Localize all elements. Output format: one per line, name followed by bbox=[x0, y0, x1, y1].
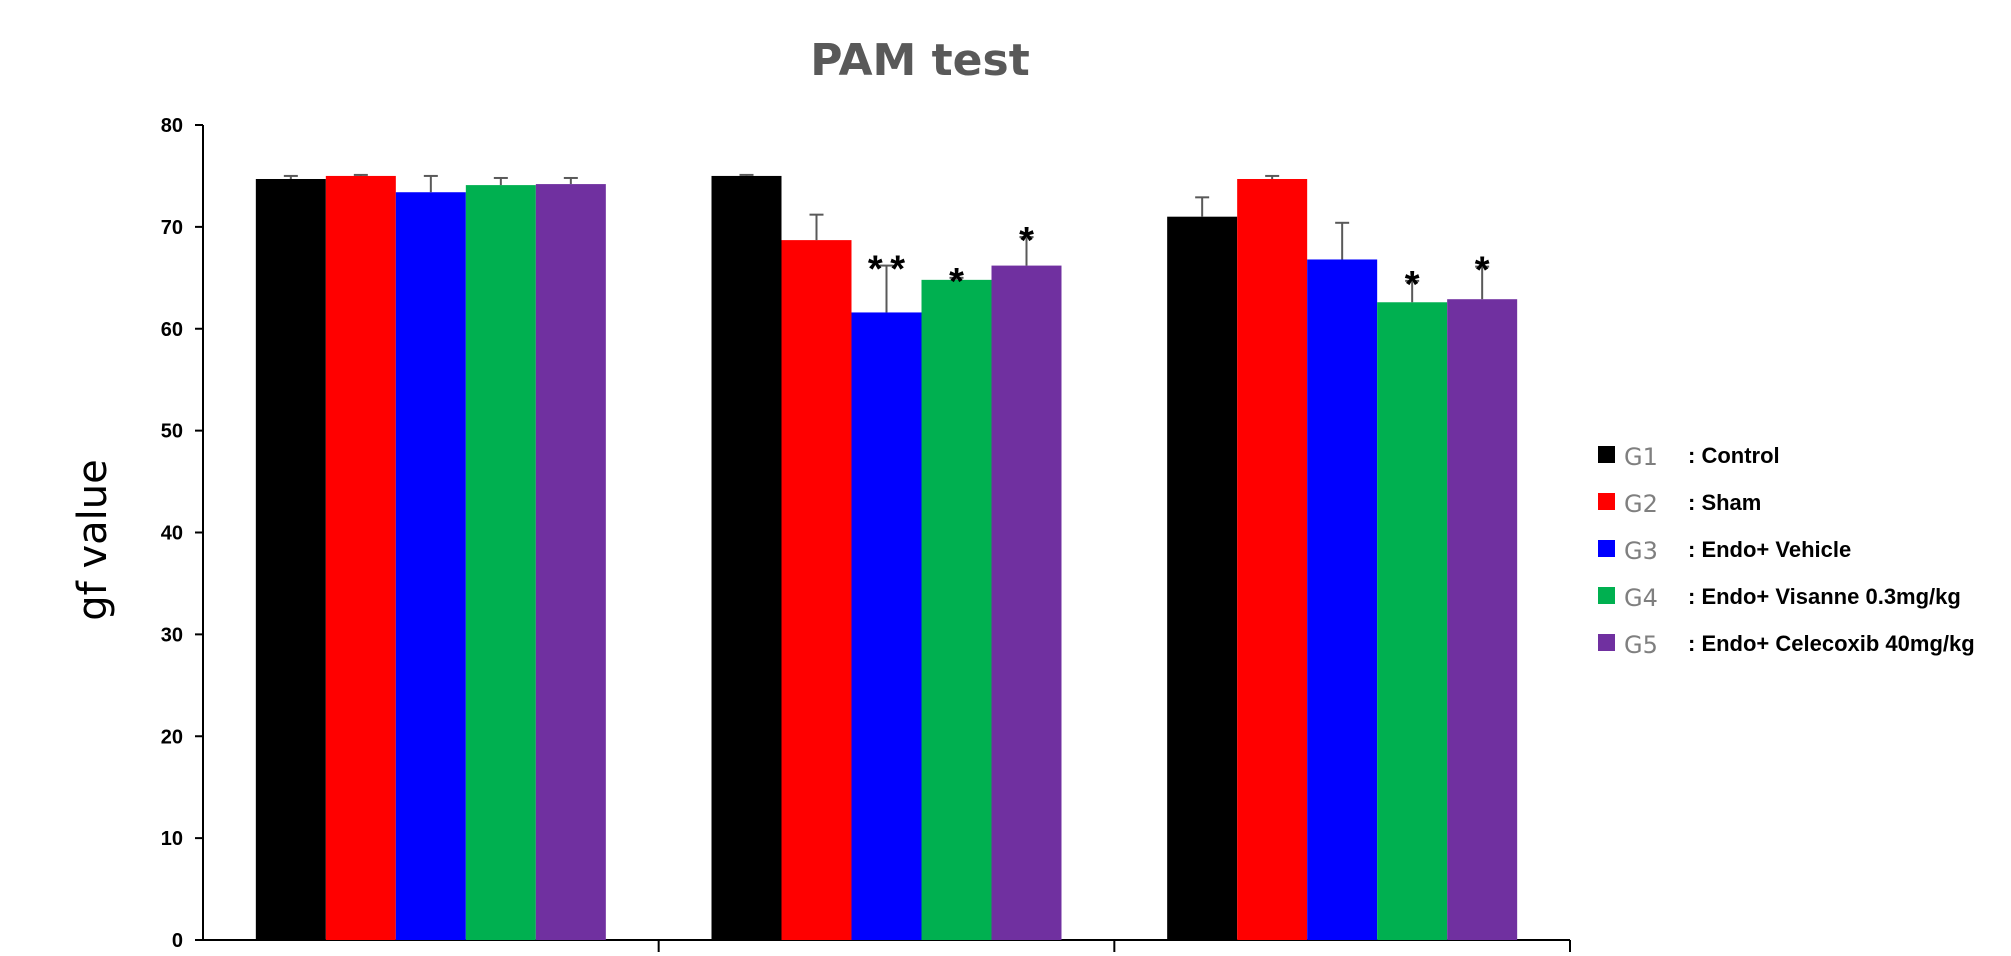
chart-title: PAM test bbox=[810, 35, 1029, 86]
legend-swatch-g3 bbox=[1598, 540, 1615, 557]
legend-description: : Endo+ Celecoxib 40mg/kg bbox=[1688, 631, 1975, 656]
y-tick-label: 30 bbox=[161, 624, 183, 646]
error-bars bbox=[283, 173, 1490, 313]
legend-group-label: G1 bbox=[1624, 443, 1658, 471]
bar-g4 bbox=[465, 185, 536, 940]
legend-swatch-g2 bbox=[1598, 493, 1615, 510]
legend: G1 : Control G2 : Sham G3 : Endo+ Vehicle G4 : … bbox=[1598, 443, 1975, 659]
bar-g3 bbox=[851, 312, 922, 940]
bar-g3 bbox=[395, 192, 466, 941]
significance-label: * bbox=[1405, 264, 1420, 306]
y-tick-label: 40 bbox=[161, 523, 183, 545]
y-axis-label: gf value bbox=[70, 459, 116, 620]
significance-label: * bbox=[1475, 250, 1490, 292]
bar-g4 bbox=[921, 279, 992, 941]
legend-description: : Sham bbox=[1688, 490, 1761, 515]
bars bbox=[255, 175, 1518, 941]
bar-g1 bbox=[711, 175, 782, 940]
legend-group-label: G2 bbox=[1624, 490, 1658, 518]
y-tick-label: 60 bbox=[161, 319, 183, 341]
bar-g1 bbox=[1167, 216, 1238, 940]
y-tick-label: 80 bbox=[161, 115, 183, 137]
bar-g3 bbox=[1307, 259, 1378, 941]
legend-group-label: G4 bbox=[1624, 584, 1658, 612]
legend-swatch-g4 bbox=[1598, 587, 1615, 604]
y-tick-label: 0 bbox=[172, 930, 183, 952]
significance-label: * * bbox=[868, 249, 905, 291]
legend-description: : Endo+ Vehicle bbox=[1688, 537, 1851, 562]
bar-g2 bbox=[1237, 178, 1308, 940]
y-tick-label: 70 bbox=[161, 217, 183, 239]
bar-g5 bbox=[1447, 299, 1518, 940]
bar-g2 bbox=[781, 240, 852, 940]
legend-swatch-g5 bbox=[1598, 634, 1615, 651]
bar-g1 bbox=[255, 178, 326, 940]
legend-group-label: G3 bbox=[1624, 537, 1658, 565]
significance-label: * bbox=[1019, 220, 1034, 262]
bar-g2 bbox=[325, 175, 396, 940]
legend-description: : Control bbox=[1688, 443, 1780, 468]
significance-marks: * * * * * * bbox=[868, 220, 1490, 306]
y-tick-label: 20 bbox=[161, 726, 183, 748]
bar-g4 bbox=[1377, 302, 1448, 940]
significance-label: * bbox=[949, 261, 964, 303]
legend-swatch-g1 bbox=[1598, 446, 1615, 463]
bar-g5 bbox=[991, 265, 1062, 940]
legend-description: : Endo+ Visanne 0.3mg/kg bbox=[1688, 584, 1961, 609]
y-tick-label: 50 bbox=[161, 421, 183, 443]
legend-group-label: G5 bbox=[1624, 631, 1658, 659]
y-tick-label: 10 bbox=[161, 828, 183, 850]
bar-g5 bbox=[535, 184, 606, 940]
